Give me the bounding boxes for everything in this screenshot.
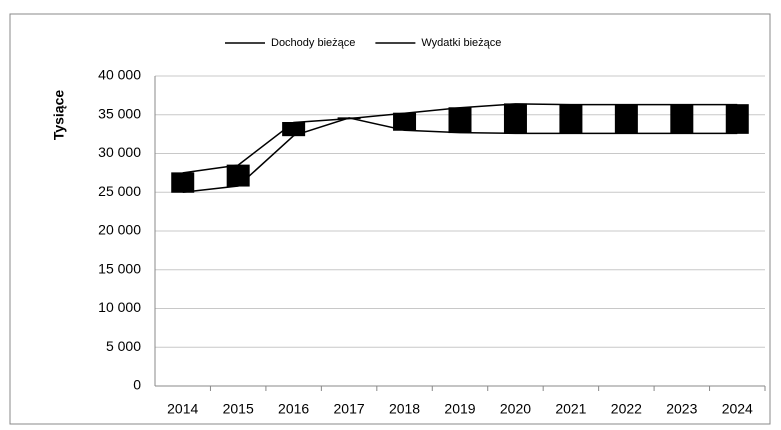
legend-label: Wydatki bieżące [421,37,501,49]
y-tick-label: 35 000 [98,105,141,121]
down-bar [448,107,472,134]
y-tick-label: 30 000 [98,144,141,160]
x-tick-label: 2016 [278,401,309,417]
x-tick-label: 2024 [722,401,753,417]
down-bar [171,172,195,193]
legend-label: Dochody bieżące [271,37,355,49]
x-tick-label: 2015 [223,401,254,417]
down-bar [725,104,749,134]
up-bar [337,117,361,120]
y-tick-label: 10 000 [98,299,141,315]
down-bar [670,104,694,134]
y-tick-label: 40 000 [98,67,141,83]
x-tick-label: 2020 [500,401,531,417]
x-tick-label: 2021 [555,401,586,417]
y-tick-label: 5 000 [106,338,141,354]
down-bar [559,104,583,134]
x-tick-label: 2019 [444,401,475,417]
x-tick-label: 2014 [167,401,198,417]
down-bar [503,103,527,134]
y-tick-label: 15 000 [98,260,141,276]
down-bar [282,122,306,137]
x-tick-label: 2022 [611,401,642,417]
y-tick-label: 25 000 [98,183,141,199]
y-tick-label: 20 000 [98,222,141,238]
x-tick-label: 2023 [666,401,697,417]
y-axis-label: Tysiące [51,90,67,141]
down-bar [226,164,250,187]
x-tick-label: 2017 [334,401,365,417]
down-bar [393,112,417,131]
x-tick-label: 2018 [389,401,420,417]
y-tick-label: 0 [133,377,141,393]
down-bar [614,104,638,134]
chart-border [9,13,771,425]
